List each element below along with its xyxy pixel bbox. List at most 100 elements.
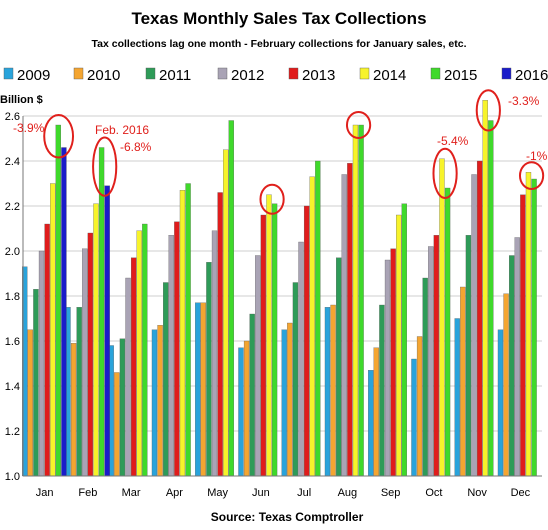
bar-2014-May [223,149,229,477]
highlight-circle [345,111,372,139]
bar-2015-Feb [98,147,105,477]
legend-item-2015: 2015 [430,67,477,84]
annotation-jan: -3.9% [13,121,45,135]
bar-2010-Apr [157,325,163,477]
bar-2013-Mar [130,257,137,477]
bar-2012-Nov [471,174,477,477]
bar-2010-Oct [416,336,423,477]
bar-2016-Jan [61,147,67,477]
bar-2013-Dec [520,194,526,477]
y-tick-label: 1.2 [5,426,20,438]
bar-2014-Mar [136,230,142,477]
bar-2011-Jun [249,313,255,477]
bar-2009-Nov [454,318,460,477]
bar-2012-Feb [82,248,88,477]
bar-2010-Feb [70,343,77,477]
x-tick-label: Apr [166,487,183,499]
highlight-circle [92,136,118,197]
legend-label: 2010 [87,67,120,84]
bar-2014-Jun [266,194,272,477]
bar-2012-Jul [298,241,304,477]
legend-item-2011: 2011 [145,67,191,84]
bar-2012-Jun [255,255,261,477]
x-tick-label: Mar [122,487,141,499]
legend-item-2012: 2012 [217,67,264,84]
bar-2014-Oct [439,158,445,477]
bar-2013-Aug [347,163,353,477]
legend-label: 2011 [159,67,191,84]
highlight-circle [518,161,545,190]
annotations: -3.9% Feb. 2016 -6.8% -5.4% -3.3% -1% [13,94,548,163]
y-tick-labels: 1.0 1.2 1.4 1.6 1.8 2.0 2.2 2.4 2.6 [5,111,20,483]
bar-2014-Aug [352,124,359,477]
annotation-oct: -5.4% [437,134,469,148]
legend-item-2016: 2016 [501,67,548,84]
chart-subtitle: Tax collections lag one month - February… [92,38,467,50]
bar-2014-Sep [396,214,402,477]
x-tick-label: Nov [467,487,487,499]
y-axis-label: Billion $ [0,94,43,106]
x-tick-label: Feb [78,487,97,499]
legend-label: 2016 [515,67,548,84]
bar-2010-Jun [243,340,250,477]
x-tick-label: Dec [511,487,531,499]
bar-2012-Oct [428,246,434,477]
x-tick-label: Jul [297,487,311,499]
bar-2013-Jun [260,214,267,477]
bar-2011-Nov [465,235,472,477]
bar-2012-Sep [384,259,391,477]
bar-2010-May [200,302,206,477]
bar-2011-Mar [119,338,126,477]
bar-2011-May [206,262,212,477]
y-tick-label: 2.6 [5,111,20,123]
bar-2010-Mar [114,372,120,477]
y-tick-label: 2.4 [5,156,20,168]
legend-item-2010: 2010 [73,67,120,84]
bar-2011-Sep [379,304,385,477]
bar-2009-Aug [324,307,331,477]
bar-2015-Nov [488,120,494,477]
annotation-nov: -3.3% [508,94,540,108]
bar-2015-Mar [142,223,148,477]
highlight-circles [43,89,545,215]
bar-2011-Feb [76,307,82,477]
axes [22,116,542,477]
y-tick-label: 1.0 [5,471,20,483]
bar-2015-Jan [55,124,61,477]
bar-2013-May [217,192,223,477]
legend-swatch [3,67,14,80]
legend-label: 2013 [302,67,335,84]
bars [22,100,537,477]
bar-2014-Apr [179,190,186,477]
bar-2014-Feb [93,203,99,477]
legend-item-2014: 2014 [359,67,406,84]
x-tick-label: Aug [338,487,358,499]
y-tick-label: 1.6 [5,336,20,348]
bar-2013-Sep [390,248,396,477]
bar-2014-Nov [482,100,488,477]
y-tick-label: 1.8 [5,291,20,303]
legend-swatch [501,67,512,80]
bar-2013-Apr [174,221,180,477]
highlight-circle [432,147,458,199]
bar-2013-Nov [476,160,483,477]
bar-2011-Jul [292,282,299,477]
bar-2012-Apr [168,235,174,477]
bar-2009-Jul [281,329,287,477]
bar-2015-Oct [444,187,451,477]
y-tick-label: 2.2 [5,201,20,213]
bar-2015-Sep [401,203,407,477]
bar-2013-Oct [433,235,440,477]
x-tick-label: Oct [425,487,442,499]
bar-2009-Sep [368,370,374,477]
bar-2014-Jul [309,176,315,477]
legend-item-2013: 2013 [288,67,335,84]
legend-swatch [217,67,228,80]
bar-2012-Aug [341,174,347,477]
bar-2012-Mar [125,277,131,477]
legend-label: 2012 [231,67,264,84]
bar-2013-Feb [87,232,94,477]
bar-2009-Jun [238,347,244,477]
bar-2013-Jul [303,205,310,477]
